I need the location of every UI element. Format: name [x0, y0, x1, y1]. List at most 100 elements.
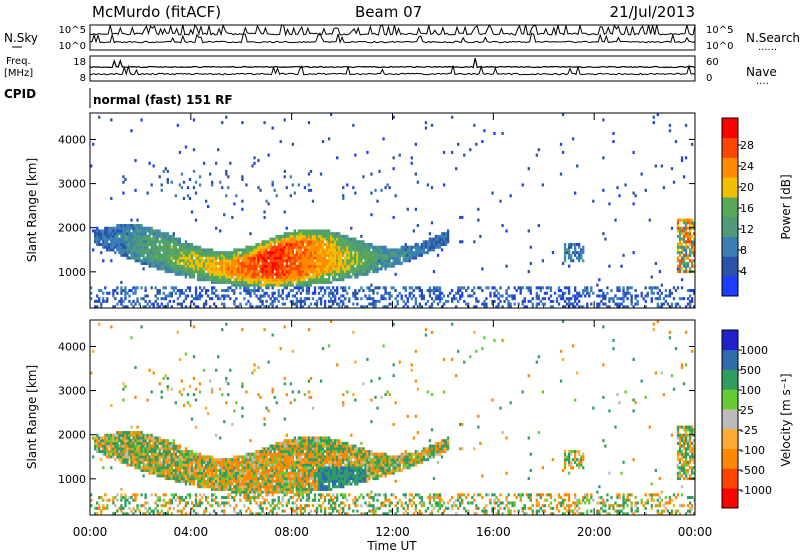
power-cell	[364, 259, 366, 262]
power-cell	[360, 286, 362, 289]
velocity-cell	[251, 496, 253, 499]
power-cell	[229, 162, 231, 165]
power-cell	[459, 297, 461, 300]
velocity-cell	[227, 488, 229, 491]
power-cell	[598, 278, 600, 281]
power-cell	[447, 229, 449, 232]
power-cell	[320, 248, 322, 251]
power-cell	[144, 259, 146, 262]
power-cell	[576, 257, 578, 260]
power-cell	[395, 297, 397, 300]
power-cell	[431, 246, 433, 249]
power-cell	[221, 267, 223, 270]
power-cell	[435, 235, 437, 238]
power-cell	[245, 183, 247, 186]
power-cell	[415, 303, 417, 306]
power-cell	[572, 243, 574, 246]
power-cell	[243, 259, 245, 262]
power-cell	[284, 243, 286, 246]
power-cell	[263, 216, 265, 219]
power-cell	[298, 251, 300, 254]
power-cell	[568, 251, 570, 254]
power-cell	[294, 246, 296, 249]
velocity-cell	[167, 472, 169, 475]
power-cell	[237, 251, 239, 254]
power-cell	[276, 276, 278, 279]
power-cell	[328, 259, 330, 262]
power-cell	[320, 276, 322, 279]
velocity-cell	[189, 458, 191, 461]
power-cell	[308, 284, 310, 287]
power-cell	[296, 273, 298, 276]
velocity-cell	[195, 474, 197, 477]
power-cell	[104, 300, 106, 303]
power-cell	[328, 137, 330, 140]
power-cell	[308, 273, 310, 276]
power-cell	[429, 286, 431, 289]
power-cell	[233, 292, 235, 295]
velocity-cell	[249, 458, 251, 461]
power-cell	[175, 257, 177, 260]
power-cell	[491, 192, 493, 195]
power-cell	[685, 229, 687, 232]
power-cell	[163, 243, 165, 246]
power-cell	[574, 192, 576, 195]
velocity-cell	[229, 469, 231, 472]
power-cell	[443, 183, 445, 186]
power-cell	[255, 276, 257, 279]
velocity-cell	[122, 442, 124, 445]
velocity-cell	[155, 466, 157, 469]
power-cell	[267, 267, 269, 270]
velocity-cell	[237, 491, 239, 494]
power-cell	[120, 227, 122, 230]
power-cell	[393, 286, 395, 289]
power-cell	[296, 235, 298, 238]
velocity-cell	[140, 442, 142, 445]
power-cell	[187, 194, 189, 197]
power-cell	[600, 289, 602, 292]
velocity-cell	[134, 431, 136, 434]
power-cell	[514, 286, 516, 289]
power-cell	[417, 251, 419, 254]
velocity-cell	[185, 469, 187, 472]
velocity-cell	[181, 464, 183, 467]
power-cell	[308, 254, 310, 257]
power-cell	[247, 262, 249, 265]
power-cell	[322, 243, 324, 246]
power-cell	[380, 262, 382, 265]
velocity-cell	[241, 472, 243, 475]
power-cell	[267, 270, 269, 273]
power-cell	[342, 286, 344, 289]
power-cell	[177, 254, 179, 257]
power-cell	[677, 303, 679, 306]
velocity-cell	[153, 464, 155, 467]
power-cell	[380, 251, 382, 254]
power-cell	[223, 294, 225, 297]
power-cell	[292, 246, 294, 249]
velocity-cell	[213, 483, 215, 486]
nsearch-dotted-legend: ......	[758, 42, 777, 53]
power-cell	[142, 297, 144, 300]
velocity-cell	[134, 464, 136, 467]
power-cell	[136, 259, 138, 262]
power-cell	[447, 300, 449, 303]
power-cell	[439, 289, 441, 292]
velocity-cell	[205, 485, 207, 488]
velocity-cell	[153, 466, 155, 469]
power-cell	[269, 270, 271, 273]
power-cell	[338, 303, 340, 306]
power-cell	[173, 240, 175, 243]
velocity-cell	[189, 461, 191, 464]
power-cell	[489, 294, 491, 297]
power-cell	[386, 292, 388, 295]
power-cell	[288, 284, 290, 287]
velocity-cell	[199, 504, 201, 507]
velocity-cell	[132, 493, 134, 496]
velocity-cell	[104, 442, 106, 445]
power-cell	[308, 270, 310, 273]
power-cell	[348, 267, 350, 270]
velocity-cell	[245, 480, 247, 483]
velocity-cell	[251, 458, 253, 461]
power-cell	[241, 208, 243, 211]
velocity-cell	[207, 458, 209, 461]
